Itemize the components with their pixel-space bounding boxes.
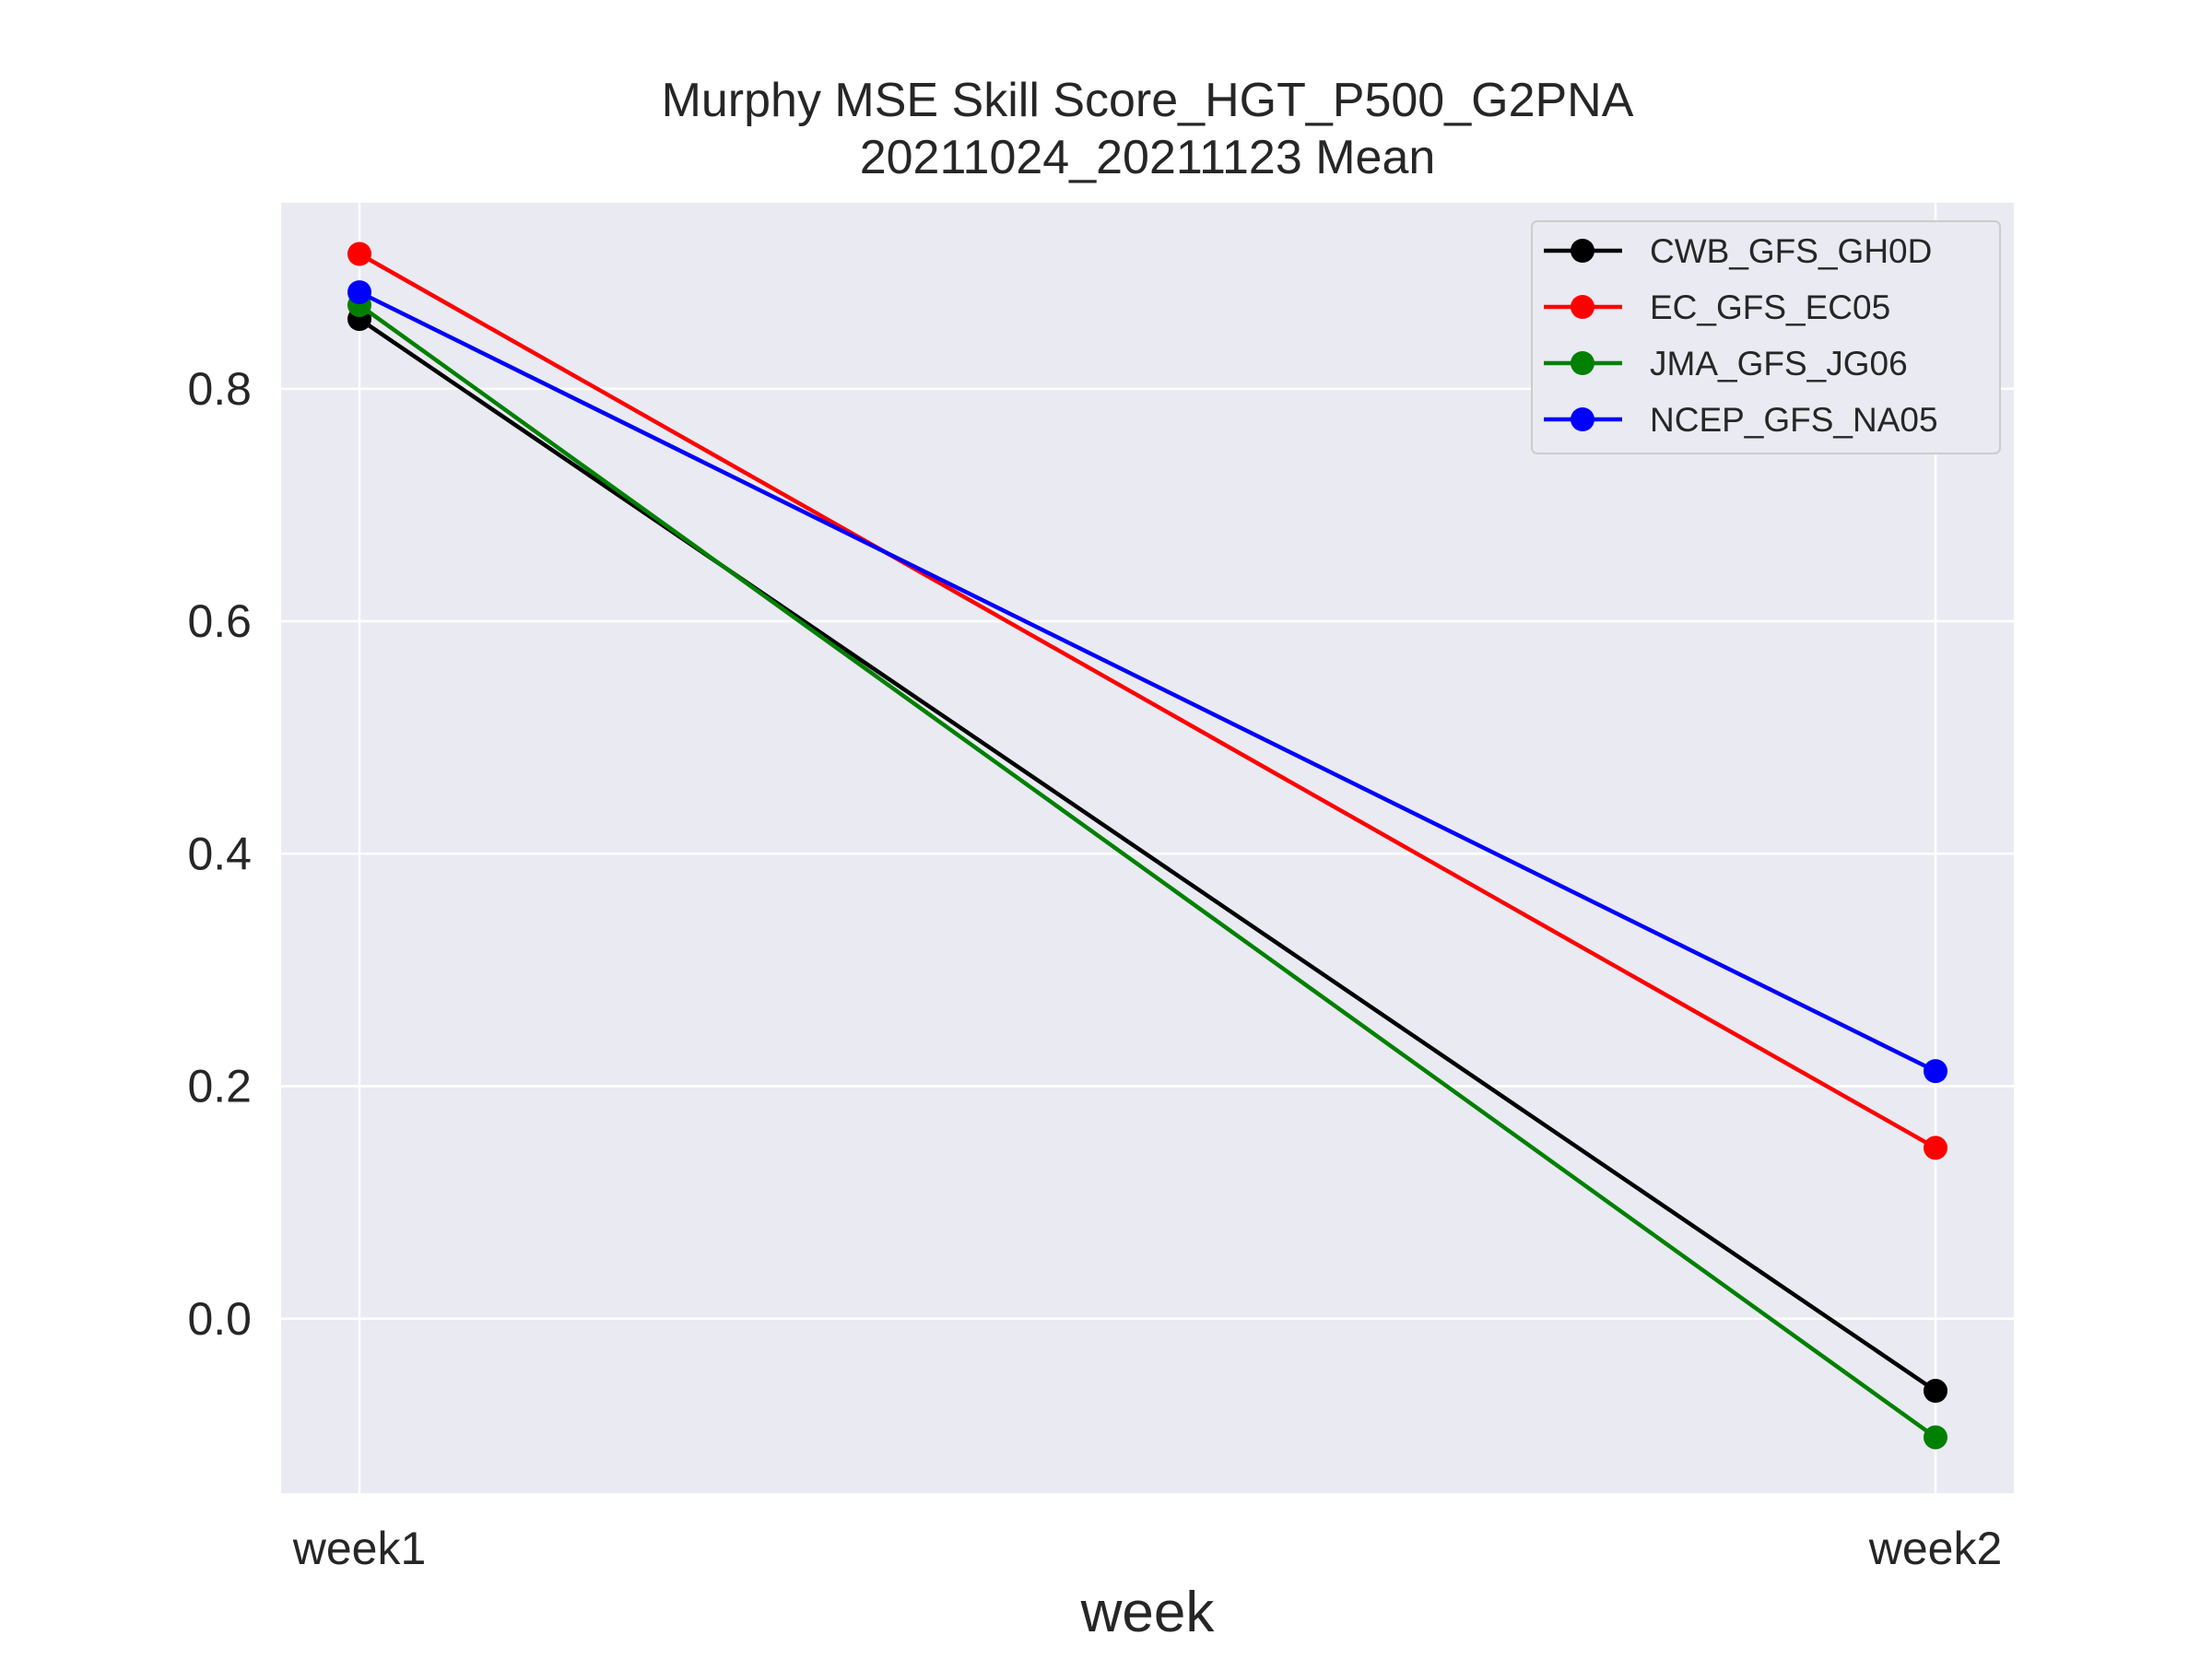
x-axis-label: week — [1080, 1581, 1216, 1644]
data-point — [1924, 1379, 1947, 1404]
series-line — [359, 290, 1936, 1074]
legend-box — [1531, 220, 2001, 454]
legend-label: NCEP_GFS_NA05 — [1650, 401, 1938, 439]
data-point — [347, 280, 371, 305]
chart-title: Murphy MSE Skill Score_HGT_P500_G2PNA — [662, 74, 1634, 127]
data-point — [1924, 1425, 1947, 1450]
tick-labels: 0.0 0.2 0.4 0.6 0.8 week1 week2 — [187, 363, 2002, 1574]
legend-marker — [1571, 295, 1594, 319]
legend-marker — [1571, 239, 1594, 263]
y-tick-label: 0.4 — [187, 828, 252, 879]
legend-label: EC_GFS_EC05 — [1650, 288, 1890, 326]
legend-marker — [1571, 407, 1594, 431]
legend: CWB_GFS_GH0D EC_GFS_EC05 JMA_GFS_JG06 NCEP_… — [1531, 220, 2001, 454]
data-point — [1924, 1135, 1947, 1160]
y-tick-label: 0.2 — [187, 1061, 252, 1112]
series-line — [358, 317, 1937, 1393]
y-tick-label: 0.0 — [187, 1293, 252, 1345]
series-group — [347, 241, 1947, 1450]
legend-label: CWB_GFS_GH0D — [1650, 232, 1932, 270]
x-tick-label: week1 — [292, 1523, 427, 1574]
series-line — [358, 303, 1937, 1440]
legend-label: JMA_GFS_JG06 — [1650, 345, 1908, 382]
x-tick-label: week2 — [1868, 1523, 2003, 1574]
series-line — [358, 252, 1937, 1150]
y-tick-label: 0.8 — [187, 363, 252, 415]
y-tick-label: 0.6 — [187, 595, 252, 647]
legend-marker — [1571, 351, 1594, 375]
data-point — [1924, 1059, 1947, 1084]
chart-subtitle: 20211024_20211123 Mean — [860, 131, 1436, 184]
data-point — [347, 241, 371, 266]
